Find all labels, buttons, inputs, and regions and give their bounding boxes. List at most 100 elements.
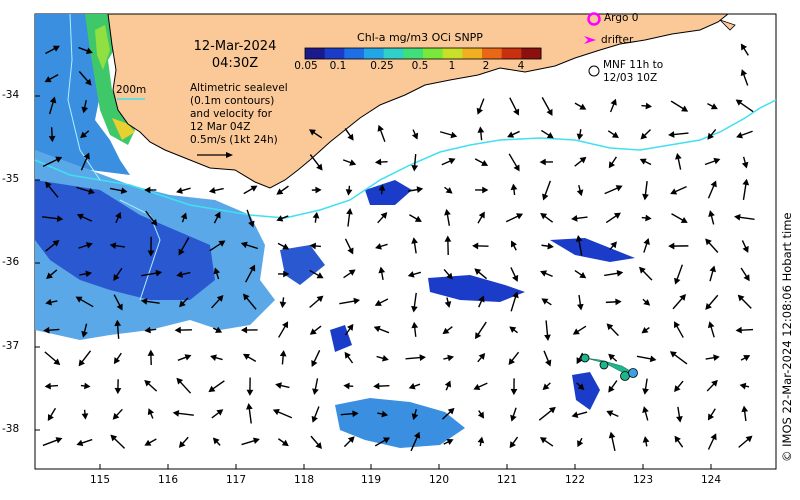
latitude-tick-label: -35 — [2, 173, 20, 185]
velocity-arrow-head — [88, 188, 95, 195]
velocity-arrow-head — [739, 382, 747, 390]
velocity-arrow-head — [676, 415, 683, 423]
velocity-arrow-head — [176, 187, 183, 194]
velocity-arrow-head — [208, 385, 216, 393]
longitude-tick-label: 117 — [225, 474, 247, 486]
velocity-arrow-head — [641, 326, 649, 334]
velocity-arrow-head — [508, 358, 515, 365]
velocity-arrow-head — [577, 383, 585, 391]
velocity-arrow-head — [174, 326, 181, 334]
colorbar-tick-label: 4 — [517, 60, 525, 72]
velocity-arrow-head — [639, 266, 646, 274]
latitude-tick-label: -34 — [2, 89, 20, 101]
chl-patch-central — [428, 275, 525, 302]
velocity-arrow-head — [282, 321, 289, 329]
velocity-arrow-head — [80, 131, 88, 139]
velocity-arrow-head — [46, 272, 53, 280]
velocity-arrow-head — [83, 152, 90, 160]
chl-patch-southeast — [572, 372, 600, 410]
velocity-arrow-head — [679, 294, 686, 301]
velocity-arrow-head — [745, 435, 753, 443]
colorbar-title: Chl-a mg/m3 OCi SNPP — [357, 31, 483, 44]
velocity-arrow-head — [477, 126, 485, 133]
longitude-tick-label: 118 — [293, 474, 315, 486]
velocity-arrow-head — [215, 326, 223, 333]
velocity-arrow-head — [109, 242, 117, 250]
velocity-arrow-head — [649, 355, 657, 363]
credit-text: © IMOS 22-Mar-2024 12:08:06 Hobart time — [780, 212, 794, 462]
velocity-arrow-head — [242, 353, 250, 360]
colorbar-segment — [364, 48, 385, 59]
velocity-arrow-head — [85, 242, 93, 249]
velocity-arrow-head — [56, 215, 64, 222]
velocity-arrow-head — [250, 185, 258, 192]
info-line-2: (0.1m contours) — [190, 95, 275, 107]
velocity-arrow-head — [246, 389, 254, 396]
colorbar-tick-label: 0.05 — [294, 60, 318, 72]
velocity-arrow-head — [411, 321, 419, 329]
velocity-arrow-head — [544, 334, 551, 341]
velocity-arrow-head — [411, 237, 418, 244]
velocity-arrow-head — [606, 323, 614, 331]
velocity-arrow-head — [178, 440, 186, 448]
velocity-arrow-head — [643, 238, 650, 245]
colorbar-tick-label: 0.1 — [329, 60, 347, 72]
velocity-arrow-head — [572, 328, 580, 335]
velocity-arrow-head — [144, 326, 151, 334]
mnf-legend-line-2: 12/03 10Z — [603, 72, 658, 84]
velocity-arrow-head — [116, 303, 123, 311]
velocity-scale-arrow — [197, 152, 233, 158]
chlorophyll-layer — [35, 14, 635, 448]
velocity-arrow-head — [740, 43, 748, 51]
velocity-arrow-head — [176, 271, 183, 278]
velocity-arrow-head — [76, 439, 84, 447]
velocity-arrow-head — [282, 243, 290, 250]
velocity-arrow-head — [711, 379, 718, 387]
velocity-arrow-head — [444, 235, 452, 242]
velocity-arrow-head — [450, 131, 458, 139]
mnf-legend-label: MNF 11h to 12/03 10Z — [603, 59, 663, 85]
velocity-arrow-head — [608, 353, 616, 361]
velocity-arrow-head — [474, 332, 482, 340]
velocity-arrow-head — [477, 411, 485, 419]
velocity-arrow-head — [114, 387, 122, 395]
info-text: Altimetric sealevel (0.1m contours) and … — [190, 82, 288, 147]
velocity-arrow-head — [144, 379, 152, 387]
axis-ticks — [35, 95, 712, 469]
velocity-arrow-head — [147, 349, 155, 356]
velocity-arrow-head — [309, 242, 317, 250]
velocity-arrow-head — [674, 321, 680, 329]
velocity-arrow-head — [510, 240, 517, 248]
velocity-arrow-head — [172, 410, 180, 417]
velocity-arrow-head — [312, 388, 319, 396]
velocity-arrow-head — [476, 107, 483, 115]
velocity-arrow-head — [279, 301, 287, 309]
velocity-arrow-head — [411, 305, 418, 313]
velocity-arrows — [42, 43, 755, 452]
velocity-arrow-head — [642, 388, 649, 395]
velocity-arrow-head — [112, 412, 120, 420]
velocity-arrow-head — [315, 186, 322, 194]
velocity-arrow-head — [681, 105, 689, 112]
velocity-arrow-head — [349, 159, 357, 166]
velocity-arrow-head — [45, 181, 52, 189]
velocity-arrow-head — [281, 439, 289, 447]
velocity-arrow-head — [445, 187, 453, 194]
velocity-arrow-head — [478, 353, 486, 360]
depth-label: 200m — [116, 84, 147, 96]
velocity-arrow-head — [611, 131, 619, 138]
velocity-arrow-head — [208, 187, 216, 194]
velocity-arrow-head — [345, 189, 353, 196]
mnf-track — [580, 353, 638, 381]
velocity-arrow-head — [743, 274, 750, 282]
velocity-arrow-head — [411, 132, 419, 140]
velocity-arrow-head — [642, 436, 650, 443]
velocity-arrow-head — [576, 303, 584, 311]
velocity-arrow-head — [47, 413, 54, 421]
island — [719, 19, 736, 31]
velocity-arrow-head — [240, 326, 248, 334]
velocity-arrow-head — [311, 415, 318, 423]
chl-patch-small — [330, 325, 352, 352]
velocity-arrow-head — [642, 193, 649, 201]
velocity-arrow-head — [709, 265, 716, 273]
